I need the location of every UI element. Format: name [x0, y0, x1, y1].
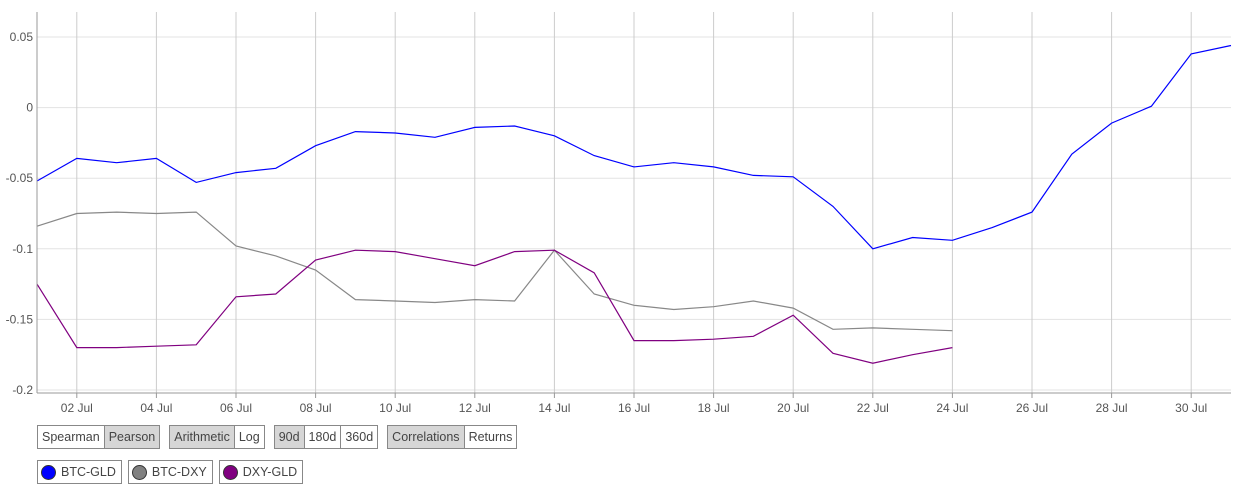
period-180d-button[interactable]: 180d [303, 426, 341, 448]
y-tick-label: -0.15 [6, 312, 34, 326]
y-tick-label: -0.1 [12, 242, 33, 256]
x-tick-label: 18 Jul [698, 401, 730, 415]
chart-controls: Spearman Pearson Arithmetic Log 90d 180d… [37, 425, 518, 449]
spearman-button[interactable]: Spearman [38, 426, 104, 448]
x-tick-label: 22 Jul [857, 401, 889, 415]
x-tick-label: 06 Jul [220, 401, 252, 415]
x-tick-label: 16 Jul [618, 401, 650, 415]
period-360d-button[interactable]: 360d [340, 426, 378, 448]
log-button[interactable]: Log [233, 426, 264, 448]
scale-toggle: Arithmetic Log [169, 425, 265, 449]
legend-label: DXY-GLD [242, 465, 298, 479]
arithmetic-button[interactable]: Arithmetic [170, 426, 234, 448]
x-tick-label: 02 Jul [61, 401, 93, 415]
period-toggle: 90d 180d 360d [273, 425, 379, 449]
y-tick-label: -0.2 [12, 383, 33, 397]
pearson-button[interactable]: Pearson [103, 426, 160, 448]
x-tick-label: 10 Jul [379, 401, 411, 415]
y-tick-label: 0.05 [10, 30, 34, 44]
x-tick-label: 08 Jul [300, 401, 332, 415]
axes: 0.05 0 -0.05 -0.1 -0.15 -0.2 02 Jul 04 Jul 06 Ju… [6, 12, 1231, 415]
period-90d-button[interactable]: 90d [274, 426, 304, 448]
x-tick-label: 28 Jul [1096, 401, 1128, 415]
legend-item-btc-gld[interactable]: BTC-GLD [37, 460, 122, 484]
y-tick-label: 0 [26, 101, 33, 115]
legend: BTC-GLD BTC-DXY DXY-GLD [37, 460, 304, 484]
legend-label: BTC-GLD [61, 465, 116, 479]
legend-swatch-icon [41, 464, 56, 480]
series-line-btc-gld [36, 44, 1232, 250]
correlations-button[interactable]: Correlations [388, 426, 464, 448]
legend-label: BTC-DXY [151, 465, 207, 479]
x-tick-label: 04 Jul [140, 401, 172, 415]
x-tick-label: 30 Jul [1175, 401, 1207, 415]
legend-swatch-icon [222, 464, 238, 480]
series-lines [36, 44, 1232, 364]
method-toggle: Spearman Pearson [37, 425, 161, 449]
grid [37, 12, 1231, 393]
y-tick-label: -0.05 [6, 171, 34, 185]
view-toggle: Correlations Returns [387, 425, 518, 449]
x-tick-label: 12 Jul [459, 401, 491, 415]
x-tick-label: 24 Jul [936, 401, 968, 415]
x-tick-label: 14 Jul [538, 401, 570, 415]
legend-item-btc-dxy[interactable]: BTC-DXY [127, 460, 213, 484]
legend-item-dxy-gld[interactable]: DXY-GLD [218, 460, 304, 484]
correlation-chart: 0.05 0 -0.05 -0.1 -0.15 -0.2 02 Jul 04 Jul 06 Ju… [6, 12, 1232, 415]
x-tick-label: 20 Jul [777, 401, 809, 415]
returns-button[interactable]: Returns [463, 426, 517, 448]
series-line-btc-dxy [36, 211, 953, 332]
x-tick-label: 26 Jul [1016, 401, 1048, 415]
series-line-dxy-gld [36, 249, 953, 364]
legend-swatch-icon [131, 464, 147, 480]
